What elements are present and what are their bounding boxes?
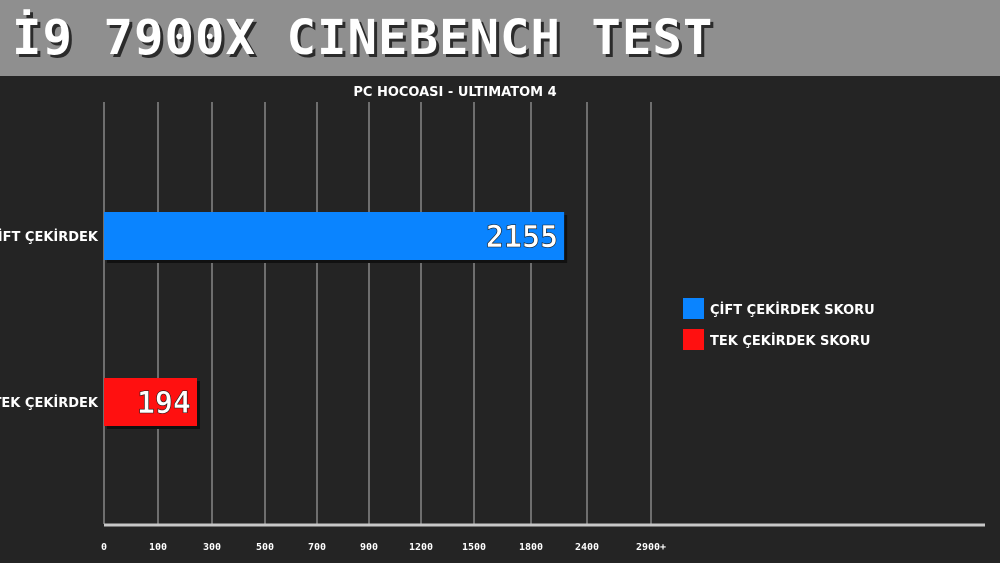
data-label: 2155 (486, 220, 558, 255)
category-label: TEK ÇEKİRDEK (0, 395, 99, 411)
x-tick-label: 1800 (519, 542, 543, 553)
category-label: ÇİFT ÇEKİRDEK (0, 229, 99, 245)
bar-1 (104, 378, 197, 426)
x-tick-label: 300 (203, 542, 221, 553)
bar-chart: PC HOCOASI - ULTIMATOM 4 0 100 300 500 700 900… (0, 85, 985, 553)
legend-swatch-1 (683, 329, 704, 350)
x-tick-label: 2400 (575, 542, 599, 553)
x-tick-label: 900 (360, 542, 378, 553)
data-label: 194 (137, 386, 191, 421)
legend-label: ÇİFT ÇEKİRDEK SKORU (710, 302, 875, 318)
x-tick-label: 2900+ (636, 542, 666, 553)
x-tick-label: 1500 (462, 542, 486, 553)
x-tick-label: 0 (101, 542, 107, 553)
header-banner: İ9 7900X CINEBENCH TEST (0, 0, 1000, 76)
chart-title: PC HOCOASI - ULTIMATOM 4 (353, 85, 556, 100)
x-tick-label: 1200 (409, 542, 433, 553)
legend-label: TEK ÇEKİRDEK SKORU (710, 333, 870, 349)
x-tick-label: 500 (256, 542, 274, 553)
page-title: İ9 7900X CINEBENCH TEST (12, 10, 714, 66)
x-tick-label: 700 (308, 542, 326, 553)
legend-swatch-0 (683, 298, 704, 319)
bar-0 (104, 212, 565, 260)
x-tick-label: 100 (149, 542, 167, 553)
